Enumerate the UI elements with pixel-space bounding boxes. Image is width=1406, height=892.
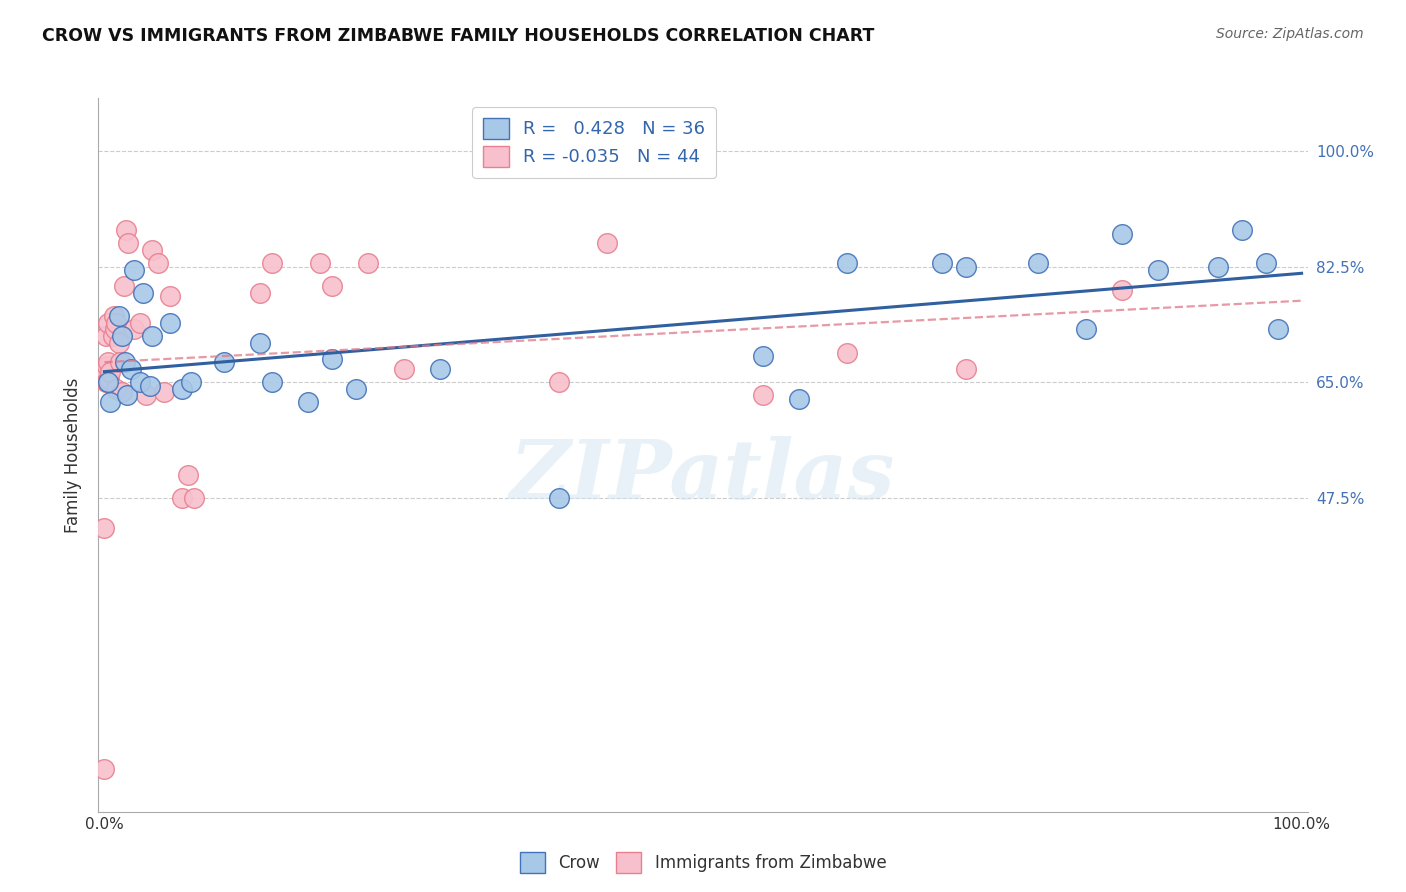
Point <box>141 329 163 343</box>
Point <box>1147 263 1170 277</box>
Point <box>112 279 135 293</box>
Point <box>931 256 953 270</box>
Point <box>96 376 118 390</box>
Point <box>114 355 136 369</box>
Point <box>1230 223 1253 237</box>
Point <box>94 376 117 390</box>
Point <box>177 467 200 482</box>
Point <box>321 279 343 293</box>
Point <box>183 491 205 505</box>
Point <box>787 392 810 406</box>
Point <box>132 286 155 301</box>
Point <box>1074 322 1097 336</box>
Point <box>98 372 121 386</box>
Point <box>97 376 120 390</box>
Point <box>124 322 146 336</box>
Point <box>1254 256 1277 270</box>
Point <box>107 309 129 323</box>
Point <box>172 382 194 396</box>
Point <box>129 376 152 390</box>
Point <box>111 329 134 343</box>
Point <box>148 256 170 270</box>
Point <box>124 263 146 277</box>
Point <box>159 316 181 330</box>
Point <box>105 316 128 330</box>
Point <box>752 349 775 363</box>
Point <box>835 256 858 270</box>
Point <box>115 388 138 402</box>
Y-axis label: Family Households: Family Households <box>65 377 83 533</box>
Point <box>111 385 134 400</box>
Point <box>117 236 139 251</box>
Point <box>129 316 152 330</box>
Point <box>172 491 194 505</box>
Point <box>97 316 120 330</box>
Point <box>93 362 115 376</box>
Point <box>100 365 122 379</box>
Text: CROW VS IMMIGRANTS FROM ZIMBABWE FAMILY HOUSEHOLDS CORRELATION CHART: CROW VS IMMIGRANTS FROM ZIMBABWE FAMILY … <box>42 27 875 45</box>
Point <box>139 378 162 392</box>
Point <box>249 335 271 350</box>
Point <box>752 388 775 402</box>
Point <box>115 223 138 237</box>
Point <box>107 335 129 350</box>
Point <box>344 382 367 396</box>
Point <box>96 359 118 373</box>
Point <box>100 395 122 409</box>
Point <box>159 289 181 303</box>
Point <box>249 286 271 301</box>
Point <box>93 520 115 534</box>
Point <box>835 345 858 359</box>
Point <box>104 322 127 336</box>
Point <box>101 329 124 343</box>
Point <box>260 376 283 390</box>
Point <box>321 352 343 367</box>
Point <box>955 260 977 274</box>
Text: Source: ZipAtlas.com: Source: ZipAtlas.com <box>1216 27 1364 41</box>
Point <box>1267 322 1289 336</box>
Point <box>309 256 332 270</box>
Point <box>1206 260 1229 274</box>
Point <box>596 236 619 251</box>
Point <box>1111 283 1133 297</box>
Point <box>135 388 157 402</box>
Point <box>97 355 120 369</box>
Point <box>548 491 571 505</box>
Point <box>120 362 142 376</box>
Point <box>297 395 319 409</box>
Legend: Crow, Immigrants from Zimbabwe: Crow, Immigrants from Zimbabwe <box>513 846 893 880</box>
Text: ZIPatlas: ZIPatlas <box>510 436 896 516</box>
Point <box>1111 227 1133 241</box>
Point <box>180 376 202 390</box>
Point <box>105 382 128 396</box>
Point <box>260 256 283 270</box>
Point <box>1026 256 1049 270</box>
Point <box>153 385 176 400</box>
Point <box>429 362 451 376</box>
Point <box>108 355 131 369</box>
Point <box>94 329 117 343</box>
Legend: R =   0.428   N = 36, R = -0.035   N = 44: R = 0.428 N = 36, R = -0.035 N = 44 <box>472 107 716 178</box>
Point <box>955 362 977 376</box>
Point <box>103 309 125 323</box>
Point <box>392 362 415 376</box>
Point <box>141 243 163 257</box>
Point <box>357 256 380 270</box>
Point <box>212 355 235 369</box>
Point <box>93 762 115 776</box>
Point <box>548 376 571 390</box>
